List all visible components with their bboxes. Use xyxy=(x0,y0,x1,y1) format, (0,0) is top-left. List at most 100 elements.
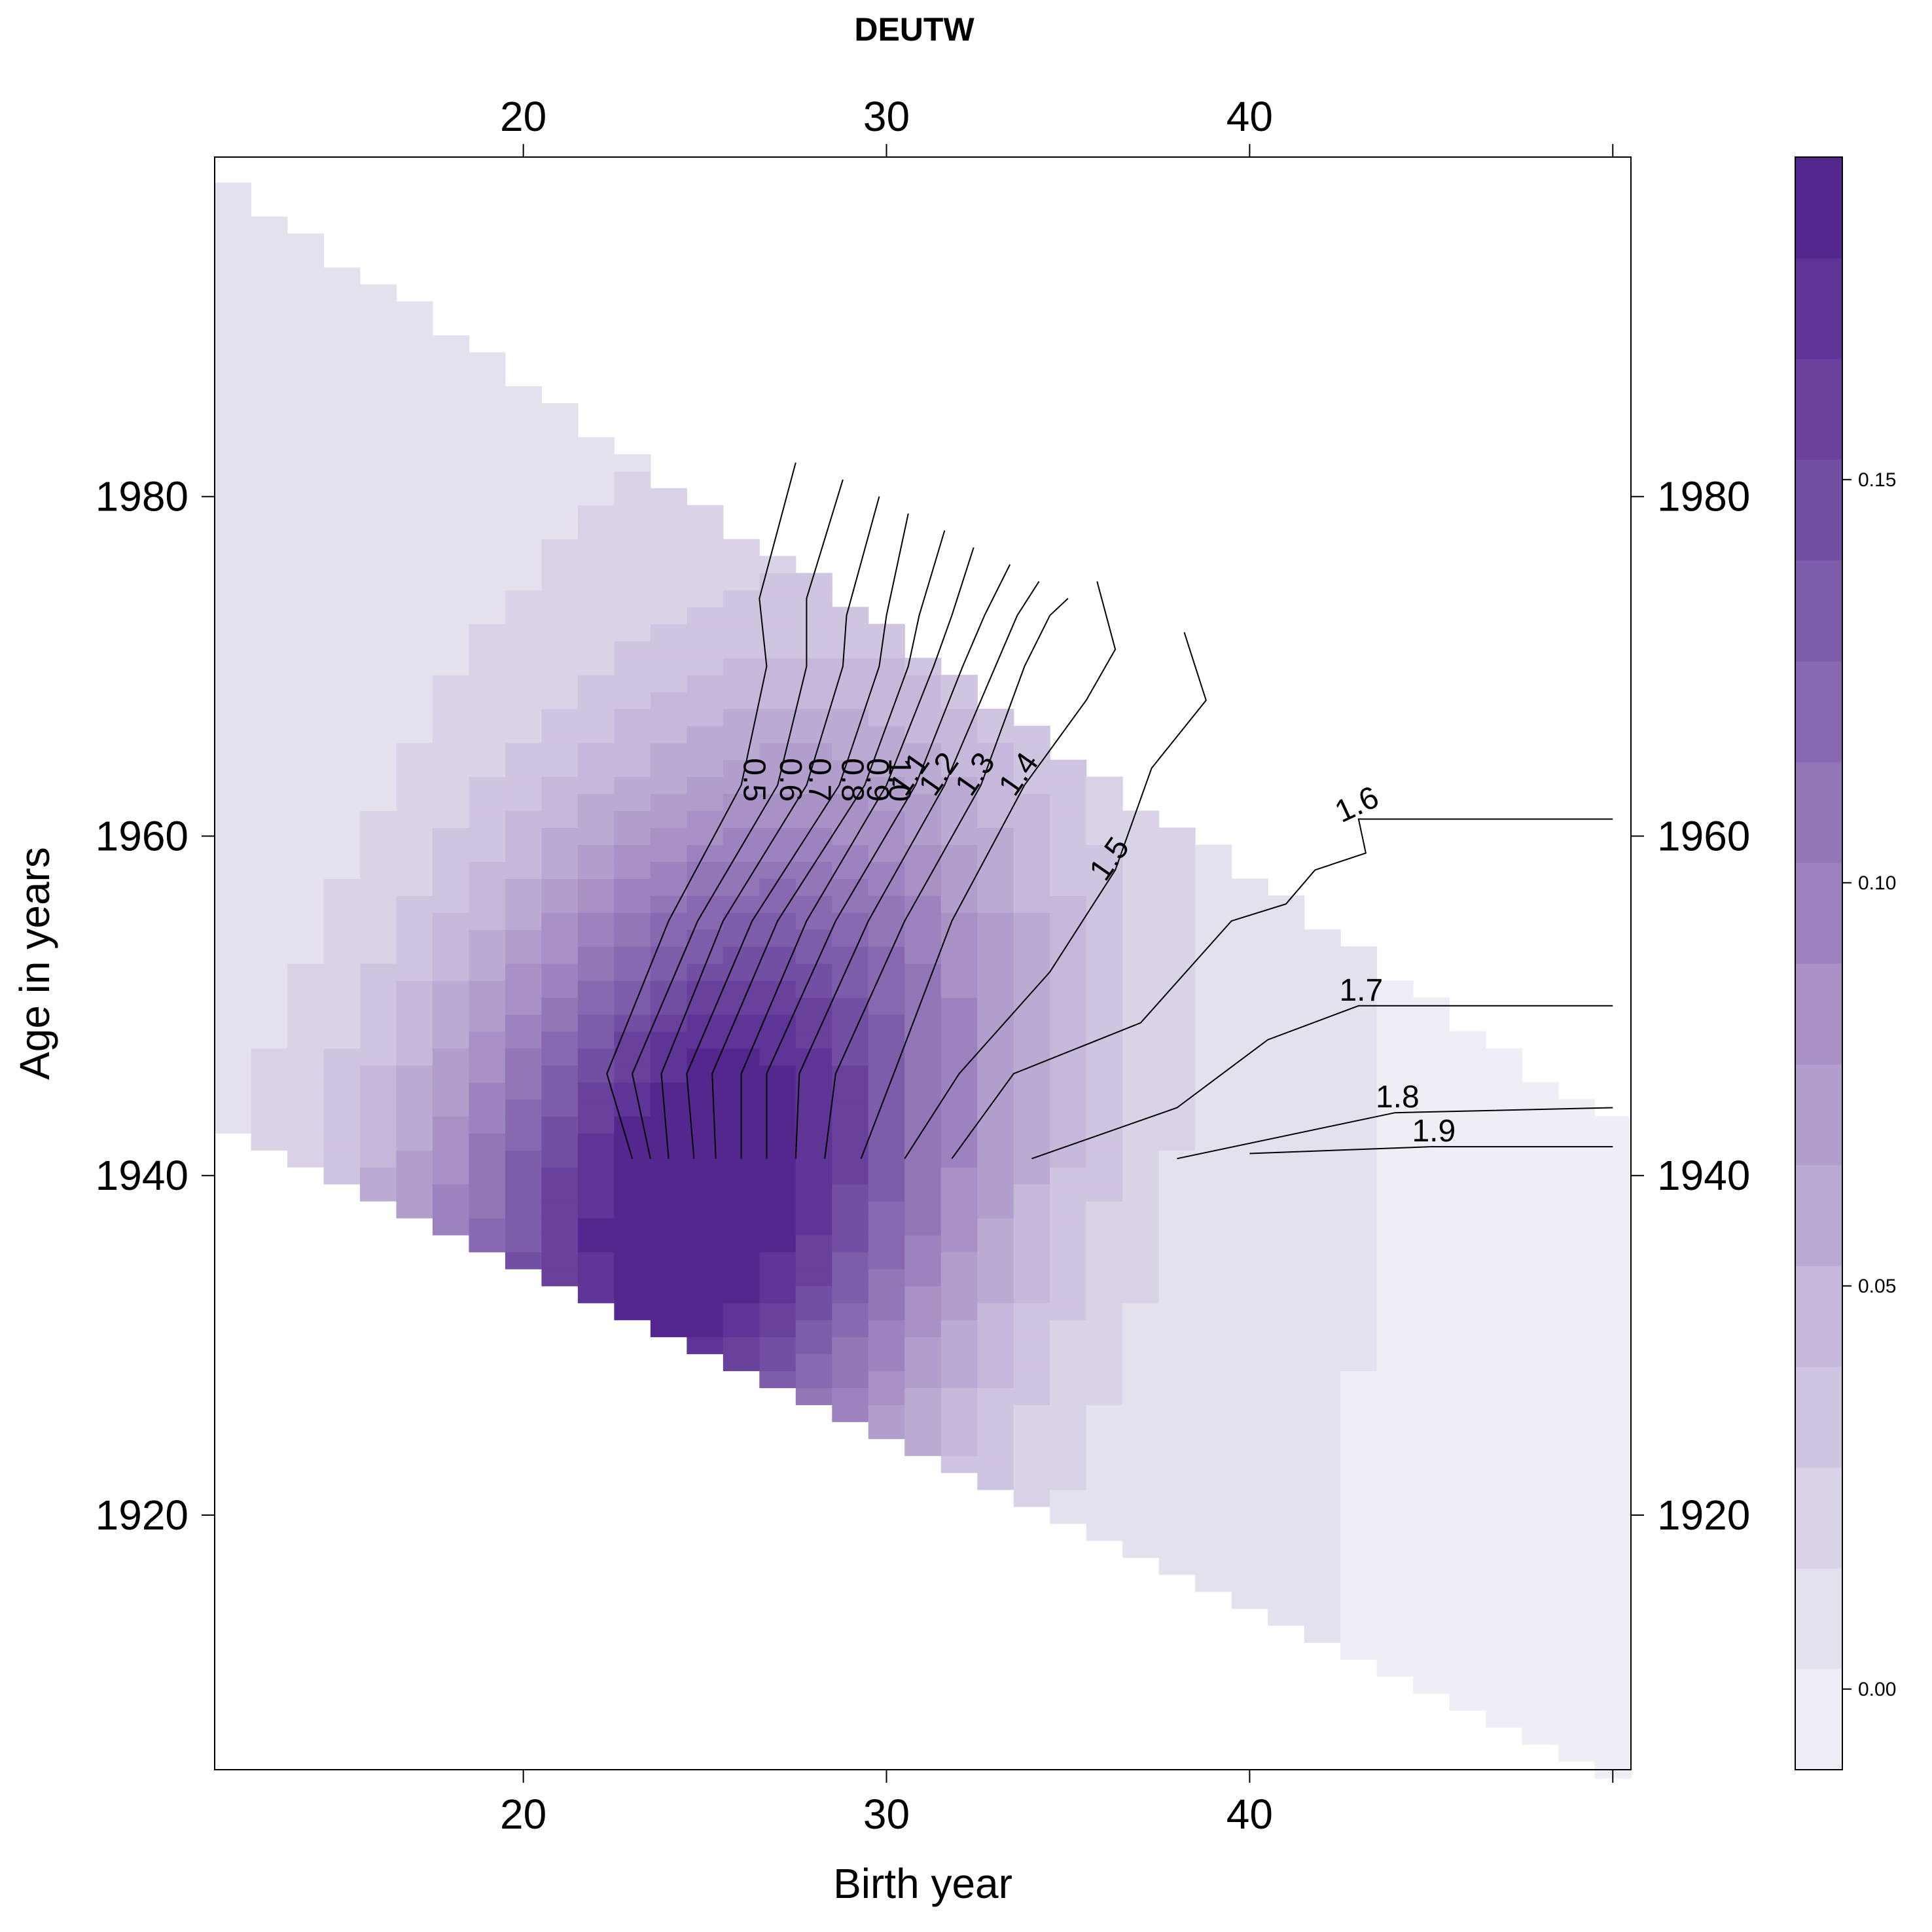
heatmap-cell xyxy=(759,1268,796,1287)
heatmap-cell xyxy=(832,725,869,743)
heatmap-cell xyxy=(614,641,651,658)
heatmap-cell xyxy=(1522,1439,1559,1456)
heatmap-cell xyxy=(1013,1285,1050,1304)
heatmap-cell xyxy=(1158,878,1196,896)
heatmap-cell xyxy=(396,420,433,438)
heatmap-cell xyxy=(1558,1456,1596,1473)
heatmap-cell xyxy=(687,590,724,607)
heatmap-cell xyxy=(505,403,542,421)
heatmap-cell xyxy=(1231,1251,1268,1270)
heatmap-cell xyxy=(759,1218,796,1236)
heatmap-cell xyxy=(396,827,433,846)
heatmap-cell xyxy=(1086,980,1123,998)
heatmap-cell xyxy=(940,759,978,778)
heatmap-cell xyxy=(577,946,615,964)
heatmap-cell xyxy=(1522,1608,1559,1626)
heatmap-cell xyxy=(505,776,542,795)
heatmap-cell xyxy=(1050,1031,1087,1049)
heatmap-cell xyxy=(323,505,361,523)
heatmap-cell xyxy=(1231,980,1268,998)
heatmap-cell xyxy=(868,624,905,641)
heatmap-cell xyxy=(432,420,470,438)
heatmap-cell xyxy=(1449,1184,1486,1202)
heatmap-cell xyxy=(1449,1506,1486,1524)
heatmap-cell xyxy=(215,369,252,387)
heatmap-cell xyxy=(614,1184,651,1202)
heatmap-cell xyxy=(1558,1557,1596,1575)
heatmap-cell xyxy=(1013,1133,1050,1151)
heatmap-cell xyxy=(541,776,579,795)
heatmap-cell xyxy=(215,1099,252,1117)
heatmap-cell xyxy=(940,1370,978,1389)
heatmap-cell xyxy=(1558,1422,1596,1439)
heatmap-cell xyxy=(1158,1336,1196,1355)
heatmap-cell xyxy=(795,1387,832,1405)
heatmap-cell xyxy=(215,963,252,981)
heatmap-cell xyxy=(977,827,1014,846)
heatmap-cell xyxy=(1449,1285,1486,1304)
heatmap-cell xyxy=(1558,1167,1596,1185)
heatmap-cell xyxy=(1449,1031,1486,1049)
heatmap-cell xyxy=(577,1201,615,1219)
heatmap-cell xyxy=(940,929,978,947)
heatmap-cell xyxy=(1195,1456,1232,1473)
heatmap-cell xyxy=(251,488,288,506)
heatmap-cell xyxy=(1231,1353,1268,1372)
heatmap-cell xyxy=(1558,1710,1596,1728)
heatmap-cell xyxy=(795,607,832,624)
heatmap-cell xyxy=(1522,1099,1559,1117)
heatmap-cell xyxy=(505,1082,542,1100)
heatmap-cell xyxy=(1268,1302,1305,1321)
heatmap-cell xyxy=(396,1031,433,1049)
heatmap-cell xyxy=(541,624,579,641)
heatmap-cell xyxy=(1340,1506,1378,1524)
heatmap-cell xyxy=(215,386,252,404)
heatmap-cell xyxy=(1376,1065,1414,1083)
heatmap-cell xyxy=(977,1014,1014,1032)
heatmap-cell xyxy=(650,946,687,964)
heatmap-cell xyxy=(614,844,651,862)
heatmap-cell xyxy=(977,1387,1014,1405)
colorbar-swatch xyxy=(1795,157,1842,259)
heatmap-cell xyxy=(1050,1456,1087,1473)
heatmap-cell xyxy=(1304,1439,1341,1456)
heatmap-cell xyxy=(1304,1574,1341,1592)
heatmap-cell xyxy=(1340,1150,1378,1168)
heatmap-cell xyxy=(977,1167,1014,1185)
contour-line xyxy=(860,581,1117,1159)
heatmap-cell xyxy=(396,1014,433,1032)
heatmap-cell xyxy=(1558,1439,1596,1456)
heatmap-cell xyxy=(723,895,760,913)
heatmap-cell xyxy=(541,556,579,574)
heatmap-cell xyxy=(251,539,288,557)
heatmap-cell xyxy=(1013,1201,1050,1219)
heatmap-cell xyxy=(541,471,579,489)
heatmap-cell xyxy=(940,1302,978,1321)
heatmap-cell xyxy=(614,929,651,947)
heatmap-cell xyxy=(469,844,506,862)
heatmap-cell xyxy=(650,1099,687,1117)
heatmap-cell xyxy=(1486,1659,1523,1677)
heatmap-cell xyxy=(1195,1014,1232,1032)
contour-line xyxy=(766,564,1011,1159)
heatmap-cell xyxy=(614,1201,651,1219)
heatmap-cell xyxy=(1086,1031,1123,1049)
heatmap-cell xyxy=(396,607,433,624)
heatmap-cell xyxy=(650,607,687,624)
heatmap-cell xyxy=(904,980,942,998)
heatmap-cell xyxy=(215,675,252,692)
heatmap-cell xyxy=(251,233,288,251)
heatmap-cell xyxy=(1013,1082,1050,1100)
heatmap-cell xyxy=(359,929,397,947)
heatmap-cell xyxy=(396,759,433,778)
heatmap-cell xyxy=(251,641,288,658)
heatmap-cell xyxy=(832,641,869,658)
heatmap-cell xyxy=(1486,1319,1523,1338)
heatmap-cell xyxy=(1376,1625,1414,1643)
heatmap-cell xyxy=(469,1031,506,1049)
heatmap-cell xyxy=(1304,929,1341,947)
heatmap-cell xyxy=(650,1302,687,1321)
heatmap-cell xyxy=(396,403,433,421)
heatmap-cell xyxy=(1304,1540,1341,1558)
heatmap-cell xyxy=(1122,1523,1160,1541)
